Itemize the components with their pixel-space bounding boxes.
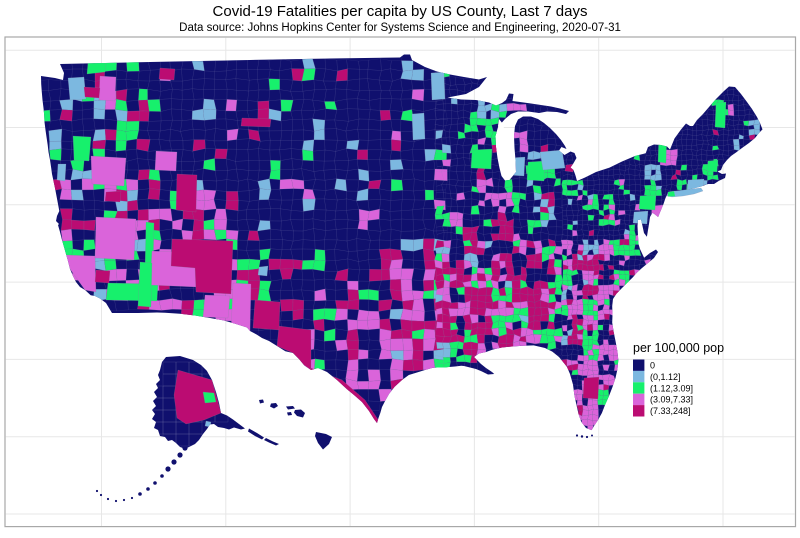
svg-text:(7.33,248]: (7.33,248] <box>650 406 691 416</box>
svg-text:per 100,000 pop: per 100,000 pop <box>633 341 724 355</box>
svg-text:0: 0 <box>650 361 655 371</box>
svg-text:(0,1.12]: (0,1.12] <box>650 372 681 382</box>
svg-text:Covid-19 Fatalities per capita: Covid-19 Fatalities per capita by US Cou… <box>213 3 588 20</box>
svg-text:(3.09,7.33]: (3.09,7.33] <box>650 395 693 405</box>
svg-text:(1.12,3.09]: (1.12,3.09] <box>650 383 693 393</box>
svg-text:Data source: Johns Hopkins Cen: Data source: Johns Hopkins Center for Sy… <box>179 22 621 34</box>
